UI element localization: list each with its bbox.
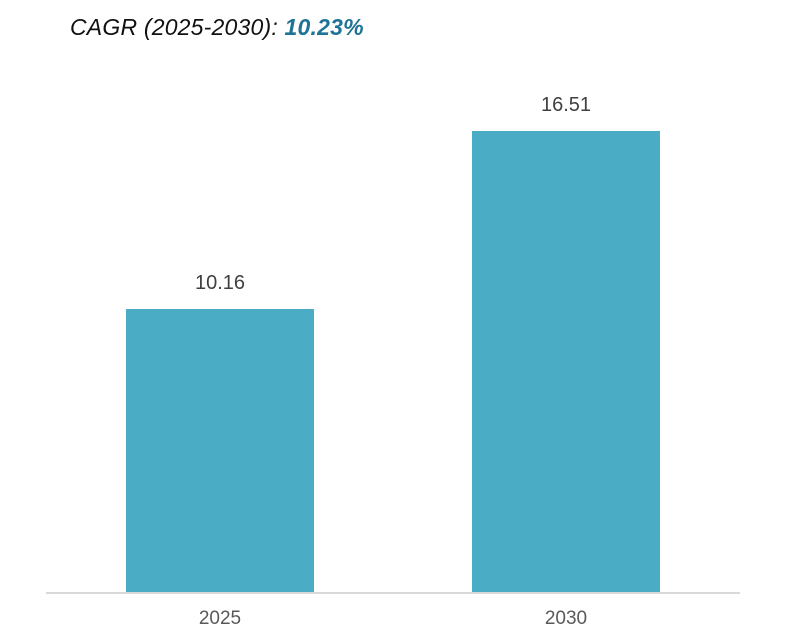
x-axis-label-2030: 2030 xyxy=(544,608,588,629)
x-axis-line xyxy=(46,592,740,594)
bar-2030 xyxy=(472,131,660,592)
chart-title: CAGR (2025-2030): 10.23% xyxy=(70,14,364,41)
value-label-2030: 16.51 xyxy=(540,94,592,116)
x-axis-label-2025: 2025 xyxy=(198,608,242,629)
chart-title-cagr-value: 10.23% xyxy=(284,14,364,40)
chart-title-text: CAGR (2025-2030): xyxy=(70,14,285,40)
bar-2025 xyxy=(126,309,314,592)
value-label-2025: 10.16 xyxy=(194,272,246,294)
